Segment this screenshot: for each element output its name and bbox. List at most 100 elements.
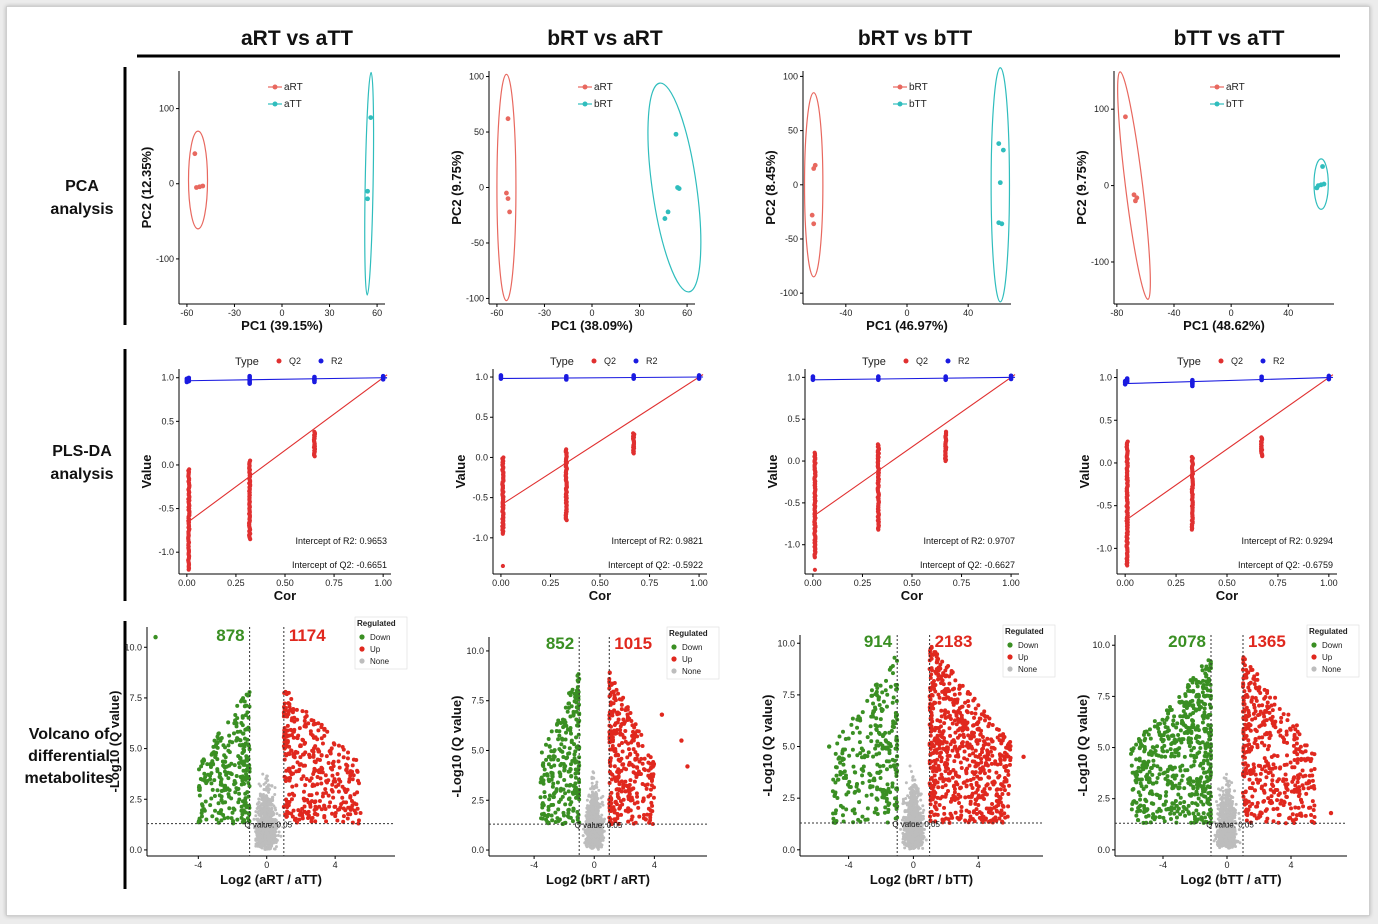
down-regulated-point — [233, 718, 238, 723]
down-regulated-point — [202, 808, 207, 813]
down-regulated-point — [240, 812, 245, 817]
down-regulated-point — [200, 777, 205, 782]
up-regulated-point — [352, 792, 357, 797]
unregulated-point — [260, 798, 264, 802]
down-regulated-point — [244, 767, 249, 772]
x-tick-label: -4 — [845, 860, 853, 870]
legend-label: bRT — [909, 82, 928, 93]
unregulated-point — [274, 845, 278, 849]
up-regulated-point — [323, 773, 328, 778]
up-regulated-point — [651, 772, 656, 777]
y-tick-label: 5.0 — [129, 744, 142, 754]
y-tick-label: 0.5 — [1099, 415, 1112, 425]
up-regulated-point — [626, 806, 631, 811]
up-regulated-point — [610, 735, 615, 740]
down-regulated-point — [223, 787, 228, 792]
up-regulated-point — [617, 805, 622, 810]
unregulated-point — [254, 842, 258, 846]
legend-label: aRT — [1226, 82, 1245, 93]
sample-point — [368, 115, 374, 120]
unregulated-point — [267, 834, 271, 838]
unregulated-point — [265, 829, 269, 833]
x-axis-title: Cor — [901, 588, 923, 603]
up-regulated-point — [333, 779, 338, 784]
down-regulated-point — [572, 752, 577, 757]
confidence-ellipse — [1117, 71, 1151, 300]
unregulated-point — [903, 838, 907, 842]
up-regulated-point — [638, 772, 643, 777]
up-regulated-point — [639, 732, 644, 737]
x-tick-label: -80 — [1110, 308, 1123, 318]
up-regulated-point — [310, 733, 315, 738]
up-regulated-point — [651, 760, 656, 765]
q2-point — [1189, 454, 1194, 460]
row-label-plsda-1: PLS-DA — [52, 443, 112, 460]
up-regulated-point — [613, 749, 618, 754]
legend-label-r2: R2 — [958, 356, 970, 366]
x-tick-label: 0.75 — [1269, 578, 1287, 588]
up-regulated-point — [340, 795, 345, 800]
up-regulated-point — [612, 693, 617, 698]
r2-regression-line — [812, 376, 1016, 381]
up-regulated-point — [616, 691, 621, 696]
up-regulated-point — [618, 732, 623, 737]
up-regulated-point — [640, 761, 645, 766]
q2-regression-line — [500, 374, 704, 506]
unregulated-point — [260, 810, 264, 814]
down-regulated-point — [551, 749, 556, 754]
y-tick-label: 0.5 — [161, 416, 174, 426]
x-tick-label: 0 — [911, 860, 916, 870]
legend-key — [671, 668, 677, 674]
down-regulated-point — [219, 797, 224, 802]
up-regulated-point — [316, 748, 321, 753]
q2-regression-line — [186, 374, 388, 524]
unregulated-point — [267, 783, 271, 787]
up-regulated-point — [341, 755, 346, 760]
unregulated-point — [258, 792, 262, 796]
up-regulated-point — [301, 774, 306, 779]
up-regulated-point — [649, 783, 654, 788]
confidence-ellipse — [364, 71, 375, 296]
q2-point — [875, 442, 881, 447]
down-regulated-point — [226, 770, 231, 775]
unregulated-point — [586, 809, 590, 813]
up-regulated-point — [337, 765, 342, 770]
down-regulated-point — [212, 778, 217, 783]
up-regulated-point — [648, 793, 653, 798]
x-tick-label: -30 — [228, 308, 241, 318]
down-regulated-point — [237, 791, 242, 796]
x-tick-label: 30 — [325, 308, 335, 318]
figure-frame: aRT vs aTT bRT vs aRT bRT vs bTT bTT vs … — [6, 6, 1370, 916]
r2-point — [186, 378, 192, 384]
up-regulated-point — [301, 789, 306, 794]
down-regulated-point — [555, 816, 560, 821]
down-regulated-point — [568, 802, 573, 807]
legend-label: aTT — [284, 99, 302, 110]
up-regulated-point — [307, 793, 312, 798]
x-tick-label: 0 — [904, 308, 909, 318]
up-regulated-point — [616, 757, 621, 762]
down-regulated-point — [558, 763, 563, 768]
annotation-q2-intercept: Intercept of Q2: -0.6627 — [920, 560, 1015, 570]
unregulated-point — [581, 834, 585, 838]
unregulated-point — [595, 810, 599, 814]
up-regulated-point — [347, 777, 352, 782]
sample-point — [999, 221, 1005, 227]
down-regulated-point — [215, 788, 220, 793]
up-regulated-point — [330, 811, 335, 816]
down-regulated-point — [570, 758, 575, 763]
down-regulated-point — [562, 777, 567, 782]
sample-point — [507, 209, 512, 215]
down-regulated-point — [556, 757, 561, 762]
annotation-r2-intercept: Intercept of R2: 0.9294 — [1241, 536, 1333, 546]
r2-point — [1326, 376, 1332, 382]
down-regulated-point — [540, 801, 545, 806]
up-regulated-point — [355, 768, 360, 773]
legend-label-q2: Q2 — [916, 356, 928, 366]
up-regulated-point — [617, 711, 622, 716]
unregulated-point — [597, 788, 601, 792]
up-regulated-point — [635, 765, 640, 770]
up-regulated-point — [615, 816, 620, 821]
up-regulated-point — [619, 789, 624, 794]
